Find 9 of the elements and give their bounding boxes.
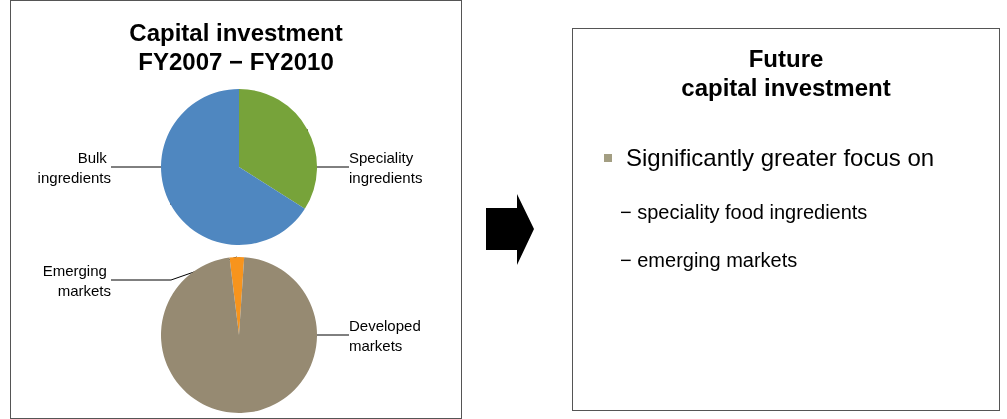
slice-label: Developed markets — [349, 316, 425, 354]
slice-label: Emerging markets — [42, 261, 111, 299]
text: − emerging markets — [620, 249, 798, 272]
slice-label: Bulk ingredients — [37, 148, 111, 186]
text: Significantly greater focus on — [626, 144, 935, 172]
slice-label: Speciality ingredients — [349, 148, 423, 186]
text: − speciality food ingredients — [620, 201, 868, 224]
chart-title: Capital investment FY2007 − FY2010 — [128, 18, 344, 76]
text: Future capital investment — [680, 44, 892, 102]
